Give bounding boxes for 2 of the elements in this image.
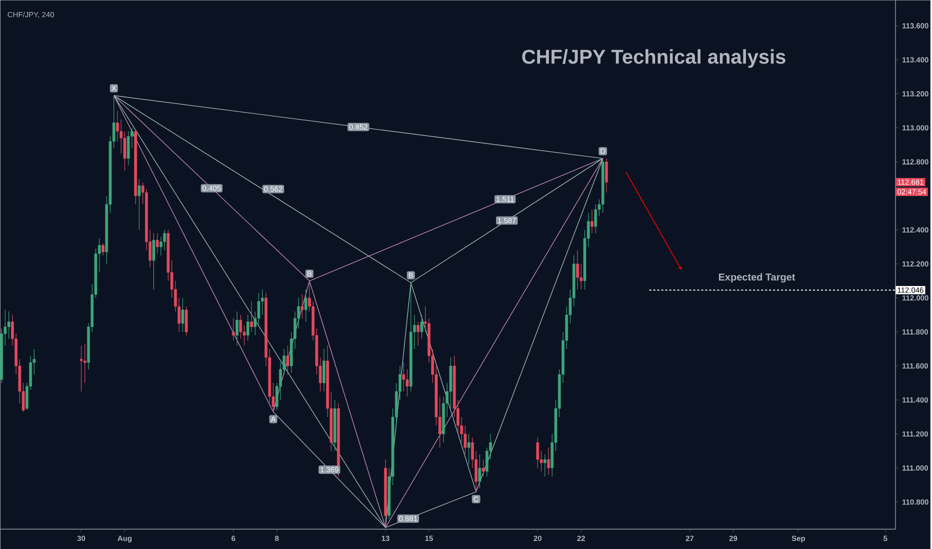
ref-line-label: Expected Target [718, 273, 796, 282]
text: CHF/JPY Technical analysis [522, 49, 786, 68]
